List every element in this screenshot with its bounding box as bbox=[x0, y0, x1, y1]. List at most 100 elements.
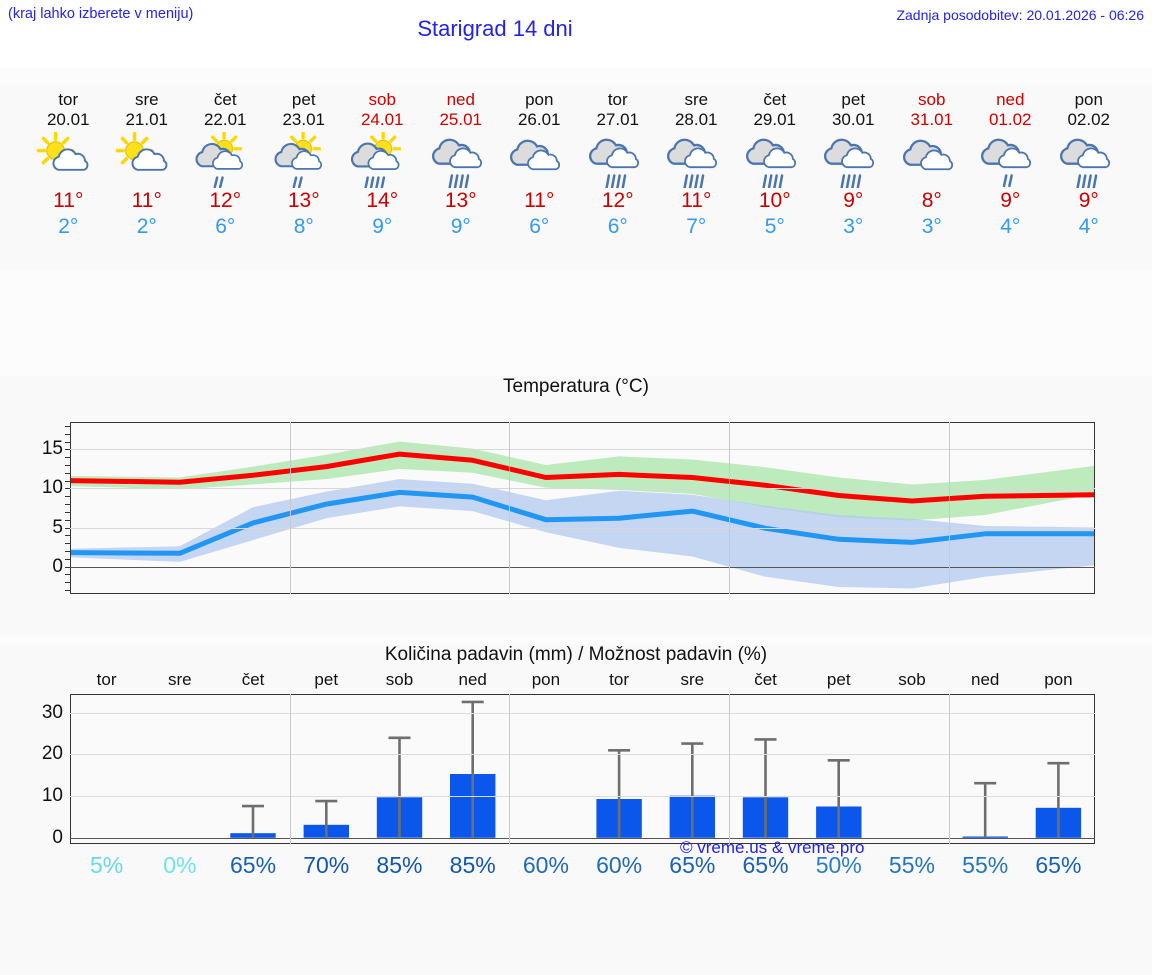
temperature-axis-tick bbox=[65, 488, 70, 490]
cloud-rain-heavy-icon bbox=[1050, 132, 1129, 188]
cloud-icon bbox=[500, 132, 579, 188]
day-date: 25.01 bbox=[439, 110, 483, 129]
temperature-gridline bbox=[70, 449, 1095, 451]
forecast-day-column[interactable]: sob 24.01 14° 9° bbox=[343, 84, 422, 270]
day-high-temp: 9° bbox=[1078, 189, 1099, 212]
temperature-axis-tick bbox=[65, 519, 70, 521]
temperature-axis-tick bbox=[65, 566, 70, 568]
forecast-day-column[interactable]: čet 29.01 10° 5° bbox=[736, 84, 815, 270]
forecast-day-column[interactable]: sre 21.01 11° 2° bbox=[108, 84, 187, 270]
day-low-temp: 6° bbox=[607, 215, 628, 238]
forecast-day-column[interactable]: pet 30.01 9° 3° bbox=[814, 84, 893, 270]
page-title: Starigrad 14 dni bbox=[417, 16, 573, 41]
day-low-temp: 6° bbox=[215, 215, 236, 238]
temperature-gridline bbox=[70, 488, 1095, 490]
day-high-temp: 13° bbox=[287, 189, 320, 212]
day-date: 29.01 bbox=[753, 110, 797, 129]
precipitation-day-labels: tor sre čet pet sob ned pon tor sre čet pet sob ned p… bbox=[0, 670, 1152, 692]
temperature-y-axis-label: 10 bbox=[41, 477, 63, 499]
temperature-axis-tick bbox=[65, 425, 70, 427]
sun-cloud-rain-icon bbox=[186, 132, 265, 188]
precipitation-probability-label: 65% bbox=[669, 852, 716, 878]
temperature-plot-area: 0 5 10 15 bbox=[42, 422, 1095, 594]
temperature-vertical-gridline bbox=[948, 422, 950, 594]
temperature-axis-tick bbox=[65, 433, 70, 435]
forecast-day-column[interactable]: ned 01.02 9° 4° bbox=[971, 84, 1050, 270]
forecast-day-column[interactable]: tor 27.01 12° 6° bbox=[579, 84, 658, 270]
daily-forecast-strip: tor 20.01 11° 2° sre 21.01 11° 2° čet 22.01 12°… bbox=[0, 84, 1152, 270]
day-low-temp: 2° bbox=[58, 215, 79, 238]
temperature-axis-tick bbox=[65, 535, 70, 537]
day-high-temp: 8° bbox=[921, 189, 942, 212]
precipitation-probability-label: 70% bbox=[303, 852, 350, 878]
temperature-axis-tick bbox=[65, 465, 70, 466]
day-high-temp: 9° bbox=[843, 189, 864, 212]
day-name: tor bbox=[58, 90, 79, 109]
day-low-temp: 3° bbox=[921, 215, 942, 238]
watermark-text: © vreme.us & vreme.pro bbox=[680, 838, 865, 857]
day-high-temp: 14° bbox=[366, 189, 399, 212]
precipitation-vertical-gridline bbox=[289, 694, 291, 844]
precipitation-probability-label: 65% bbox=[742, 852, 789, 878]
precipitation-day-label: čet bbox=[754, 670, 777, 689]
day-name: sre bbox=[684, 90, 709, 109]
day-name: pon bbox=[525, 90, 554, 109]
temperature-axis-tick bbox=[65, 496, 70, 498]
day-low-temp: 8° bbox=[293, 215, 314, 238]
precipitation-day-label: sob bbox=[385, 670, 414, 689]
forecast-day-column[interactable]: čet 22.01 12° 6° bbox=[186, 84, 265, 270]
precipitation-probability-label: 0% bbox=[163, 852, 197, 878]
day-low-temp: 9° bbox=[450, 215, 471, 238]
forecast-day-column[interactable]: tor 20.01 11° 2° bbox=[29, 84, 108, 270]
page-header: (kraj lahko izberete v meniju) Starigrad… bbox=[0, 0, 1152, 68]
day-name: ned bbox=[446, 90, 475, 109]
day-date: 24.01 bbox=[360, 110, 404, 129]
day-date: 30.01 bbox=[831, 110, 875, 129]
last-update-text: Zadnja posodobitev: 20.01.2026 - 06:26 bbox=[896, 7, 1144, 23]
day-low-temp: 6° bbox=[529, 215, 550, 238]
forecast-day-column[interactable]: sob 31.01 8° 3° bbox=[893, 84, 972, 270]
precipitation-day-label: sre bbox=[680, 670, 705, 689]
day-low-temp: 4° bbox=[1000, 215, 1021, 238]
forecast-day-column[interactable]: ned 25.01 13° 9° bbox=[422, 84, 501, 270]
cloud-rain-heavy-icon bbox=[736, 132, 815, 188]
forecast-day-column[interactable]: pet 23.01 13° 8° bbox=[265, 84, 344, 270]
day-high-temp: 12° bbox=[209, 189, 242, 212]
day-name: čet bbox=[213, 90, 237, 109]
precipitation-day-label: čet bbox=[241, 670, 265, 689]
day-date: 21.01 bbox=[125, 110, 169, 129]
day-low-temp: 2° bbox=[136, 215, 157, 238]
day-high-temp: 11° bbox=[53, 189, 84, 212]
temperature-gridline bbox=[70, 566, 1095, 568]
precipitation-probability-label: 65% bbox=[230, 852, 277, 878]
day-name: sre bbox=[134, 90, 159, 109]
precipitation-probability-label: 55% bbox=[888, 852, 935, 878]
temperature-axis-tick bbox=[65, 590, 70, 592]
precipitation-probability-label: 60% bbox=[522, 852, 569, 878]
day-low-temp: 7° bbox=[686, 215, 707, 238]
forecast-day-column[interactable]: pon 26.01 11° 6° bbox=[500, 84, 579, 270]
forecast-day-column[interactable]: sre 28.01 11° 7° bbox=[657, 84, 736, 270]
forecast-day-column[interactable]: pon 02.02 9° 4° bbox=[1050, 84, 1129, 270]
precipitation-vertical-gridline bbox=[948, 694, 950, 844]
day-date: 28.01 bbox=[674, 110, 718, 129]
precipitation-probability-label: 5% bbox=[89, 852, 124, 878]
day-low-temp: 5° bbox=[764, 215, 785, 238]
cloud-rain-heavy-icon bbox=[422, 132, 501, 188]
day-name: ned bbox=[996, 90, 1025, 109]
precipitation-probability-label: 55% bbox=[962, 852, 1009, 878]
precipitation-day-label: ned bbox=[458, 670, 487, 689]
day-low-temp: 9° bbox=[372, 215, 393, 238]
sun-cloud-icon bbox=[108, 132, 187, 188]
precipitation-probability-label: 60% bbox=[596, 852, 643, 878]
day-name: pet bbox=[841, 90, 866, 109]
sun-cloud-icon bbox=[29, 132, 108, 188]
temperature-chart-title: Temperatura (°C) bbox=[503, 376, 649, 397]
precipitation-chart-block: Količina padavin (mm) / Možnost padavin … bbox=[0, 644, 1152, 975]
temperature-axis-tick bbox=[65, 504, 70, 506]
temperature-axis-tick bbox=[65, 457, 70, 459]
precipitation-y-axis-label: 30 bbox=[41, 701, 63, 723]
day-name: pon bbox=[1074, 90, 1103, 109]
precipitation-day-label: tor bbox=[609, 670, 630, 689]
temperature-vertical-gridline bbox=[728, 422, 730, 594]
